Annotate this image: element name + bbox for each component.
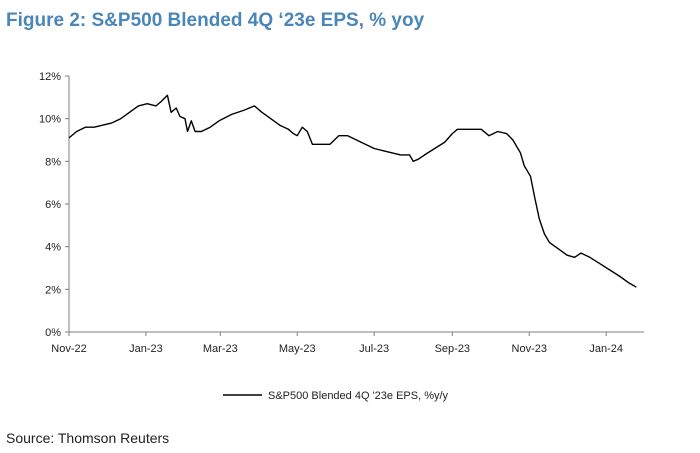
- x-tick-label: Sep-23: [435, 343, 470, 355]
- x-tick-label: Jan-23: [129, 343, 163, 355]
- x-tick-label: May-23: [279, 343, 316, 355]
- y-tick-label: 0%: [45, 327, 61, 339]
- x-tick-label: Nov-22: [51, 343, 86, 355]
- y-tick-label: 10%: [39, 114, 61, 126]
- y-tick-label: 6%: [45, 199, 61, 211]
- x-tick-label: Mar-23: [203, 343, 238, 355]
- y-tick-label: 8%: [45, 156, 61, 168]
- x-tick-label: Jan-24: [589, 343, 623, 355]
- y-tick-label: 12%: [39, 71, 61, 83]
- series-layer: [68, 94, 637, 288]
- y-axis-ticks: 0% 2% 4% 6% 8% 10% 12%: [39, 71, 69, 339]
- y-tick-label: 2%: [45, 284, 61, 296]
- chart-axes: [68, 76, 644, 333]
- legend-label: S&P500 Blended 4Q '23e EPS, %y/y: [268, 390, 449, 402]
- chart-title: Figure 2: S&P500 Blended 4Q ‘23e EPS, % …: [6, 10, 425, 31]
- legend: S&P500 Blended 4Q '23e EPS, %y/y: [223, 390, 449, 402]
- x-axis-ticks: Nov-22 Jan-23 Mar-23 May-23 Jul-23 Sep-23 Nov-…: [51, 332, 623, 355]
- source-note: Source: Thomson Reuters: [6, 430, 170, 446]
- line-chart: 0% 2% 4% 6% 8% 10% 12% Nov-22 Jan-23 Mar-23 May-2…: [39, 71, 644, 402]
- series-line: [68, 94, 637, 288]
- x-tick-label: Nov-23: [512, 343, 547, 355]
- y-tick-label: 4%: [45, 242, 61, 254]
- x-tick-label: Jul-23: [359, 343, 389, 355]
